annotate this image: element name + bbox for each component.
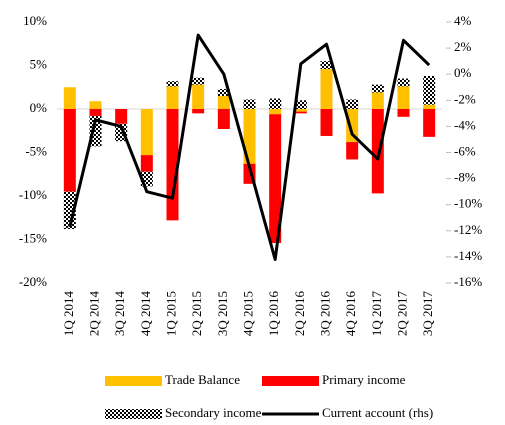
y-tick-label: 5% <box>30 56 48 71</box>
legend-swatch <box>105 409 162 419</box>
legend-label: Trade Balance <box>165 372 240 387</box>
x-tick-label: 2Q 2016 <box>292 291 307 337</box>
bar <box>269 109 282 115</box>
y2-tick-label: -4% <box>454 117 476 132</box>
bar <box>63 109 76 192</box>
y-tick-label: 0% <box>30 100 48 115</box>
y-tick-label: 10% <box>23 13 47 28</box>
bar <box>89 101 102 109</box>
x-tick-label: 2Q 2014 <box>86 291 101 337</box>
bar <box>346 142 359 160</box>
x-tick-label: 1Q 2016 <box>266 291 281 337</box>
y2-tick-label: -2% <box>454 91 476 106</box>
y-tick-label: -5% <box>25 143 47 158</box>
bar <box>423 109 436 137</box>
bar <box>89 109 102 116</box>
y-tick-label: -20% <box>19 274 47 289</box>
bar <box>166 86 179 109</box>
y2-tick-label: -6% <box>454 143 476 158</box>
legend-label: Secondary income <box>165 405 262 420</box>
bar <box>166 109 179 221</box>
legend-swatch <box>105 376 162 386</box>
bar <box>192 109 205 114</box>
x-tick-label: 3Q 2016 <box>317 291 332 337</box>
bar <box>294 109 307 112</box>
bar <box>140 109 153 156</box>
bar <box>397 109 410 117</box>
bar <box>63 87 76 109</box>
bar <box>294 111 307 114</box>
y-tick-label: -15% <box>19 230 47 245</box>
bar <box>115 109 128 124</box>
x-tick-label: 3Q 2014 <box>112 291 127 337</box>
bar <box>217 95 230 109</box>
bar <box>243 99 256 109</box>
x-tick-label: 2Q 2015 <box>189 291 204 336</box>
bar <box>320 109 333 136</box>
bar <box>63 191 76 230</box>
x-tick-label: 3Q 2015 <box>215 291 230 336</box>
bar <box>397 78 410 87</box>
y2-tick-label: 0% <box>454 65 472 80</box>
x-tick-label: 2Q 2017 <box>394 291 409 337</box>
bar <box>269 114 282 243</box>
legend-label: Primary income <box>322 372 406 387</box>
bar <box>320 61 333 69</box>
bar <box>217 88 230 96</box>
bar <box>140 155 153 172</box>
bar <box>346 99 359 109</box>
y2-tick-label: -16% <box>454 274 482 289</box>
bar <box>166 81 179 87</box>
x-tick-label: 1Q 2017 <box>369 291 384 337</box>
x-tick-label: 4Q 2015 <box>240 291 255 336</box>
bar <box>397 86 410 109</box>
x-tick-label: 4Q 2014 <box>138 291 153 337</box>
bar <box>217 109 230 130</box>
y2-tick-label: 4% <box>454 13 472 28</box>
bar <box>269 98 282 109</box>
bar <box>192 84 205 109</box>
x-tick-label: 4Q 2016 <box>343 291 358 337</box>
bar <box>371 84 384 93</box>
bar <box>346 109 359 143</box>
x-tick-label: 1Q 2015 <box>163 291 178 336</box>
bar <box>371 109 384 194</box>
y2-tick-label: -8% <box>454 170 476 185</box>
bar <box>192 77 205 85</box>
y2-tick-label: 2% <box>454 39 472 54</box>
y2-tick-label: -14% <box>454 248 482 263</box>
line <box>68 33 431 262</box>
y2-tick-label: -10% <box>454 196 482 211</box>
x-tick-label: 3Q 2017 <box>420 291 435 337</box>
bar <box>294 100 307 109</box>
bar <box>423 104 436 109</box>
x-tick-label: 1Q 2014 <box>61 291 76 337</box>
y-tick-label: -10% <box>19 187 47 202</box>
bar <box>371 92 384 109</box>
bar <box>243 109 256 164</box>
bar <box>320 68 333 109</box>
y2-tick-label: -12% <box>454 222 482 237</box>
bar <box>423 75 436 105</box>
legend-swatch <box>262 376 319 386</box>
legend-label: Current account (rhs) <box>322 405 433 420</box>
